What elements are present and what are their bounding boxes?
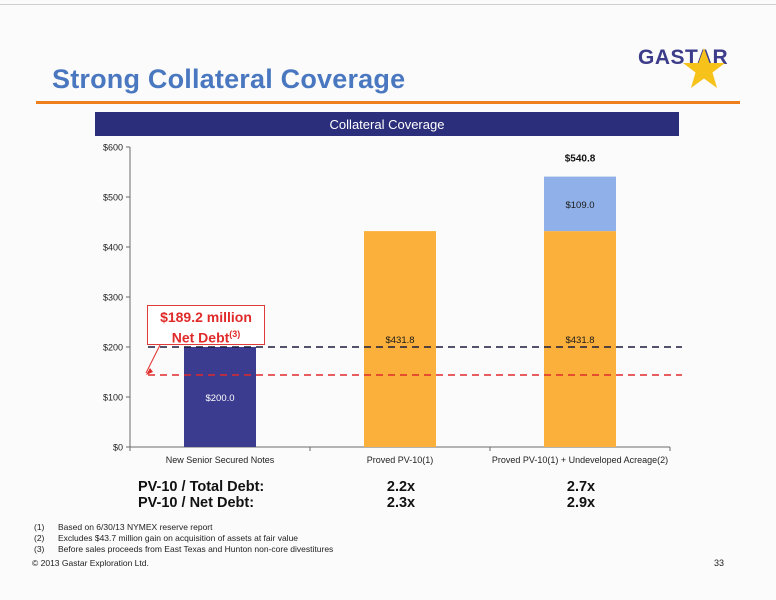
page-number: 33 xyxy=(714,558,725,568)
bar-data-label: $200.0 xyxy=(205,393,234,404)
callout-arrowhead xyxy=(146,368,153,375)
ratio-label-net-debt: PV-10 / Net Debt: xyxy=(138,495,255,511)
footnote-text: Based on 6/30/13 NYMEX reserve report xyxy=(58,522,213,532)
x-tick-label: Proved PV-10(1) + Undeveloped Acreage(2) xyxy=(492,455,668,465)
ratio-value: 2.9x xyxy=(566,495,596,511)
chart-bar xyxy=(364,231,436,447)
footnote-number: (3) xyxy=(34,544,45,554)
company-logo: GASTAR xyxy=(638,38,734,90)
bar-data-label: $109.0 xyxy=(565,200,594,211)
chart-bar xyxy=(544,176,616,232)
footnote: (1) Based on 6/30/13 NYMEX reserve report xyxy=(34,522,333,533)
chart-title-banner: Collateral Coverage xyxy=(95,112,679,136)
net-debt-label-row: Net Debt(3) xyxy=(148,326,264,347)
bar-data-label: $431.8 xyxy=(385,335,414,346)
ratio-value: 2.7x xyxy=(566,479,596,495)
y-tick-label: $0 xyxy=(113,443,123,453)
title-underline xyxy=(36,101,740,104)
ratio-label-total-debt: PV-10 / Total Debt: xyxy=(138,479,265,495)
footnote: (2) Excludes $43.7 million gain on acquis… xyxy=(34,533,333,544)
x-tick-label: New Senior Secured Notes xyxy=(166,455,275,465)
ratio-value: 2.2x xyxy=(386,479,416,495)
ratio-value: 2.3x xyxy=(386,495,416,511)
x-tick-label: Proved PV-10(1) xyxy=(367,455,434,465)
net-debt-callout: $189.2 million Net Debt(3) xyxy=(147,305,265,347)
y-tick-label: $500 xyxy=(103,193,123,203)
slide-title: Strong Collateral Coverage xyxy=(52,64,406,94)
y-tick-label: $600 xyxy=(103,143,123,153)
y-tick-label: $300 xyxy=(103,293,123,303)
y-tick-label: $400 xyxy=(103,243,123,253)
callout-leader-line xyxy=(145,344,161,374)
bar-total-label: $540.8 xyxy=(565,154,596,165)
y-tick-label: $200 xyxy=(103,343,123,353)
bar-data-label: $431.8 xyxy=(565,335,594,346)
footnote: (3) Before sales proceeds from East Texas… xyxy=(34,544,333,555)
net-debt-label: Net Debt xyxy=(171,329,230,346)
logo-star-icon xyxy=(683,48,725,88)
chart-bar xyxy=(544,231,616,447)
footnote-text: Excludes $43.7 million gain on acquisiti… xyxy=(58,533,299,543)
net-debt-amount: $189.2 million xyxy=(160,309,252,325)
net-debt-footnote-ref: (3) xyxy=(229,329,241,339)
footnotes: (1) Based on 6/30/13 NYMEX reserve report… xyxy=(34,522,333,555)
chart-bar xyxy=(184,347,256,447)
footnote-number: (2) xyxy=(34,533,45,543)
y-tick-label: $100 xyxy=(103,393,123,403)
top-border xyxy=(0,4,776,5)
copyright: © 2013 Gastar Exploration Ltd. xyxy=(32,558,149,568)
footnote-number: (1) xyxy=(34,522,45,532)
footnote-text: Before sales proceeds from East Texas an… xyxy=(58,544,334,554)
